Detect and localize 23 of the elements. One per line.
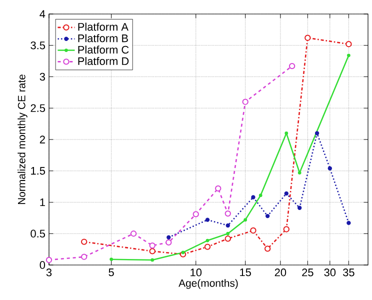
y-tick-label: 1 xyxy=(40,198,45,206)
y-tick-label: 1.5 xyxy=(31,167,46,175)
x-axis-title: Age(months) xyxy=(178,279,238,289)
x-tick-label: 30 xyxy=(324,268,336,276)
y-tick-label: 2 xyxy=(40,136,45,144)
legend-label: Platform C xyxy=(78,46,129,54)
y-tick-label: 4 xyxy=(40,10,46,18)
y-tick-label: 0 xyxy=(40,261,46,269)
y-tick-label: 0.5 xyxy=(30,230,46,238)
x-tick-label: 35 xyxy=(343,268,354,276)
x-tick-label: 20 xyxy=(274,268,286,276)
x-tick-label: 10 xyxy=(190,268,202,276)
x-tick-label: 15 xyxy=(240,268,251,276)
legend-label: Platform B xyxy=(78,34,128,42)
x-tick-label: 5 xyxy=(108,268,114,276)
y-tick-label: 3 xyxy=(40,72,45,81)
legend-label: Platform A xyxy=(78,22,128,31)
y-axis-title: Normalized monthly CE rate xyxy=(18,74,28,204)
x-tick-label: 3 xyxy=(46,268,52,276)
legend-label: Platform D xyxy=(78,56,129,66)
y-tick-label: 3.5 xyxy=(30,42,46,50)
y-tick-label: 2.5 xyxy=(30,104,46,112)
x-tick-label: 25 xyxy=(302,268,314,276)
